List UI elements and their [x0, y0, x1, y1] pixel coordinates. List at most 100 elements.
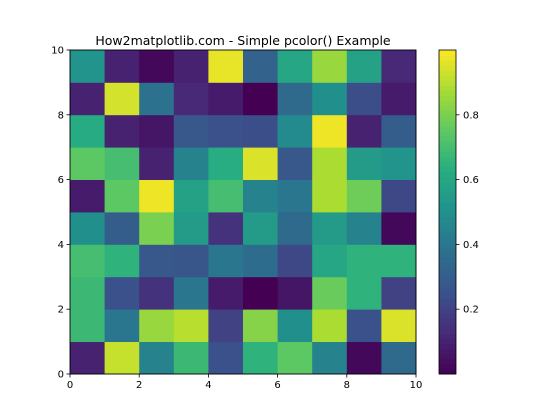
heatmap-cell	[173, 179, 209, 213]
colorbar-segment	[439, 105, 456, 112]
heatmap-cell	[173, 309, 209, 342]
colorbar-segment	[439, 95, 456, 102]
colorbar-segment	[439, 131, 456, 137]
heatmap-cell	[70, 212, 105, 245]
heatmap-cell	[381, 147, 417, 180]
heatmap-cell	[70, 50, 105, 83]
heatmap-cell	[139, 82, 175, 116]
heatmap-cell	[243, 244, 278, 278]
heatmap-cell	[104, 212, 140, 245]
colorbar-tick-label: 0.2	[463, 305, 479, 316]
heatmap-cell	[381, 212, 417, 245]
heatmap-cell	[346, 276, 382, 310]
heatmap-cell	[346, 147, 382, 180]
heatmap-cell	[312, 212, 348, 245]
colorbar-segment	[439, 293, 456, 299]
heatmap-cell	[277, 244, 313, 278]
heatmap-cell	[139, 341, 175, 375]
colorbar-segment	[439, 206, 456, 213]
heatmap-cell	[277, 147, 313, 180]
heatmap-cell	[381, 341, 417, 375]
heatmap-cell	[346, 50, 382, 83]
colorbar-segment	[439, 323, 456, 329]
colorbar-segment	[439, 242, 456, 248]
heatmap-cell	[277, 179, 313, 213]
y-axis: 0 2 4 6 8 10	[51, 46, 70, 381]
colorbar-segment	[439, 136, 456, 142]
colorbar-segment	[439, 146, 456, 152]
heatmap-cell	[139, 276, 175, 310]
colorbar-segment	[439, 298, 456, 304]
heatmap-cell	[208, 82, 244, 116]
heatmap-cell	[346, 212, 382, 245]
heatmap-cell	[139, 244, 175, 278]
colorbar-segment	[439, 277, 456, 284]
colorbar-segment	[439, 257, 456, 264]
colorbar-segment	[439, 141, 456, 147]
colorbar-segment	[439, 196, 456, 203]
heatmap-cell	[104, 244, 140, 278]
heatmap-cell	[104, 50, 140, 83]
heatmap-cell	[139, 114, 175, 148]
heatmap-cell	[139, 309, 175, 342]
heatmap-cell	[70, 179, 105, 213]
colorbar-segment	[439, 161, 456, 167]
heatmap-cell	[312, 82, 348, 116]
colorbar-segment	[439, 70, 456, 76]
heatmap-cell	[104, 276, 140, 310]
colorbar-segment	[439, 232, 456, 238]
colorbar-segment	[439, 151, 456, 157]
heatmap-cell	[312, 341, 348, 375]
heatmap-cell	[312, 147, 348, 180]
colorbar-segment	[439, 222, 456, 228]
colorbar-segment	[439, 55, 456, 61]
x-axis: 0 2 4 6 8 10	[67, 374, 423, 391]
heatmap-cell	[70, 147, 105, 180]
y-tick-label: 10	[51, 46, 64, 57]
colorbar-segment	[439, 90, 456, 97]
y-tick-label: 0	[58, 370, 64, 381]
heatmap-cell	[312, 179, 348, 213]
heatmap-cell	[346, 82, 382, 116]
y-tick-label: 4	[58, 240, 64, 251]
colorbar-segment	[439, 358, 456, 365]
colorbar-segment	[439, 252, 456, 259]
colorbar-segment	[439, 318, 456, 324]
plot-frame	[69, 49, 417, 375]
heatmap-cell	[346, 114, 382, 148]
heatmap-cell	[173, 212, 209, 245]
heatmap-cell	[173, 114, 209, 148]
heatmap-cell	[104, 179, 140, 213]
heatmap-cell	[243, 50, 278, 83]
colorbar-segment	[439, 328, 456, 334]
colorbar-segment	[439, 212, 456, 218]
heatmap-cell	[277, 276, 313, 310]
colorbar-segment	[439, 353, 456, 360]
x-tick-label: 10	[410, 380, 423, 391]
heatmap-cell	[381, 244, 417, 278]
heatmap-cell	[208, 244, 244, 278]
heatmap-cell	[70, 341, 105, 375]
heatmap-cell	[70, 309, 105, 342]
heatmap-cells	[70, 50, 417, 375]
heatmap-cell	[104, 341, 140, 375]
x-tick-label: 0	[67, 380, 73, 391]
colorbar-segment	[439, 115, 456, 122]
heatmap-cell	[277, 50, 313, 83]
heatmap-cell	[70, 276, 105, 310]
colorbar-segment	[439, 191, 456, 198]
heatmap-cell	[381, 114, 417, 148]
x-tick-label: 4	[205, 380, 211, 391]
colorbar-segment	[439, 125, 456, 132]
heatmap-cell	[104, 147, 140, 180]
heatmap-cell	[173, 341, 209, 375]
colorbar-segment	[439, 227, 456, 233]
heatmap-cell	[139, 212, 175, 245]
colorbar-segment	[439, 217, 456, 223]
colorbar-segment	[439, 201, 456, 208]
y-tick-label: 6	[58, 175, 64, 186]
heatmap-cell	[346, 341, 382, 375]
heatmap-cell	[208, 147, 244, 180]
heatmap-cell	[173, 147, 209, 180]
heatmap-cell	[312, 276, 348, 310]
